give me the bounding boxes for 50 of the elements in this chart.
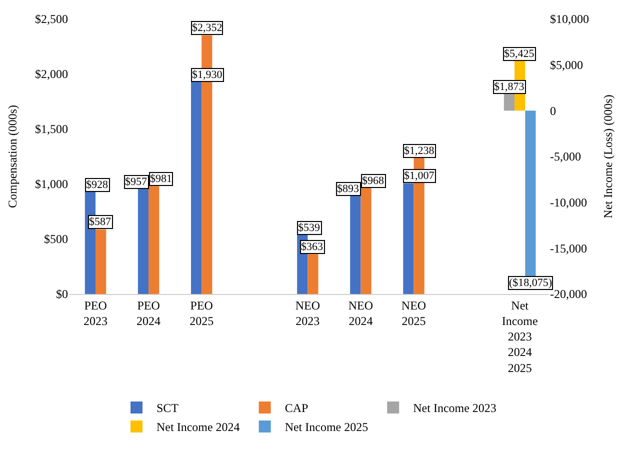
bar <box>403 183 414 294</box>
bar <box>138 188 149 294</box>
y2-axis-title: Net Income (Loss) (000s) <box>600 94 615 218</box>
y2-tick-label: -20,000 <box>550 287 587 302</box>
y-tick-label: $2,500 <box>35 12 68 26</box>
y2-tick-label: -15,000 <box>550 241 587 256</box>
y-tick-label: $500 <box>44 232 68 246</box>
data-label: $2,352 <box>192 22 222 34</box>
y2-tick-label: -10,000 <box>550 196 587 210</box>
x-tick-label: PEO 2024 <box>136 298 161 328</box>
legend-label: CAP <box>284 401 308 416</box>
x-tick-label: NEO 2023 <box>295 298 320 328</box>
bar <box>96 229 106 294</box>
y-tick-label: $1,000 <box>35 177 68 192</box>
data-label: $893 <box>337 183 360 195</box>
bar <box>190 82 202 294</box>
y-tick-label: $1,500 <box>35 122 68 136</box>
data-label: $539 <box>298 222 320 234</box>
y-axis-title: Compensation (000s) <box>5 105 20 208</box>
data-label: $1,238 <box>404 145 435 157</box>
x-tick-label: PEO 2023 <box>84 298 108 328</box>
data-label: $363 <box>301 241 324 253</box>
y2-tick-label: $5,000 <box>550 58 583 72</box>
legend-label: Net Income 2025 <box>284 420 368 434</box>
data-label: $5,425 <box>504 48 535 60</box>
legend-label: SCT <box>156 401 180 416</box>
bar <box>360 188 372 294</box>
legend-label: Net Income 2023 <box>413 401 496 416</box>
data-label: $981 <box>150 173 172 185</box>
legend-label: Net Income 2024 <box>156 420 240 434</box>
x-tick-label: Net Income 2023 2024 2025 <box>502 298 538 375</box>
y-tick-label: $0 <box>56 287 68 302</box>
bar <box>148 186 160 294</box>
data-label: ($18,075) <box>509 277 552 289</box>
data-label: $1,873 <box>494 81 525 93</box>
y2-tick-label: -5,000 <box>550 150 581 164</box>
data-label: $1,930 <box>192 69 223 81</box>
y2-tick-label: 0 <box>550 104 556 118</box>
data-label: $968 <box>362 175 384 187</box>
x-tick-label: NEO 2024 <box>348 298 374 328</box>
data-label: $587 <box>89 216 112 228</box>
data-label: $928 <box>86 179 108 191</box>
y2-tick-label: $10,000 <box>550 12 589 26</box>
bar <box>308 254 318 294</box>
x-tick-label: PEO 2025 <box>190 298 214 328</box>
data-label: $957 <box>125 176 148 188</box>
y-tick-label: $2,000 <box>35 67 68 82</box>
bar <box>350 196 361 294</box>
data-label: $1,007 <box>404 170 435 182</box>
x-tick-label: NEO 2025 <box>401 298 426 328</box>
